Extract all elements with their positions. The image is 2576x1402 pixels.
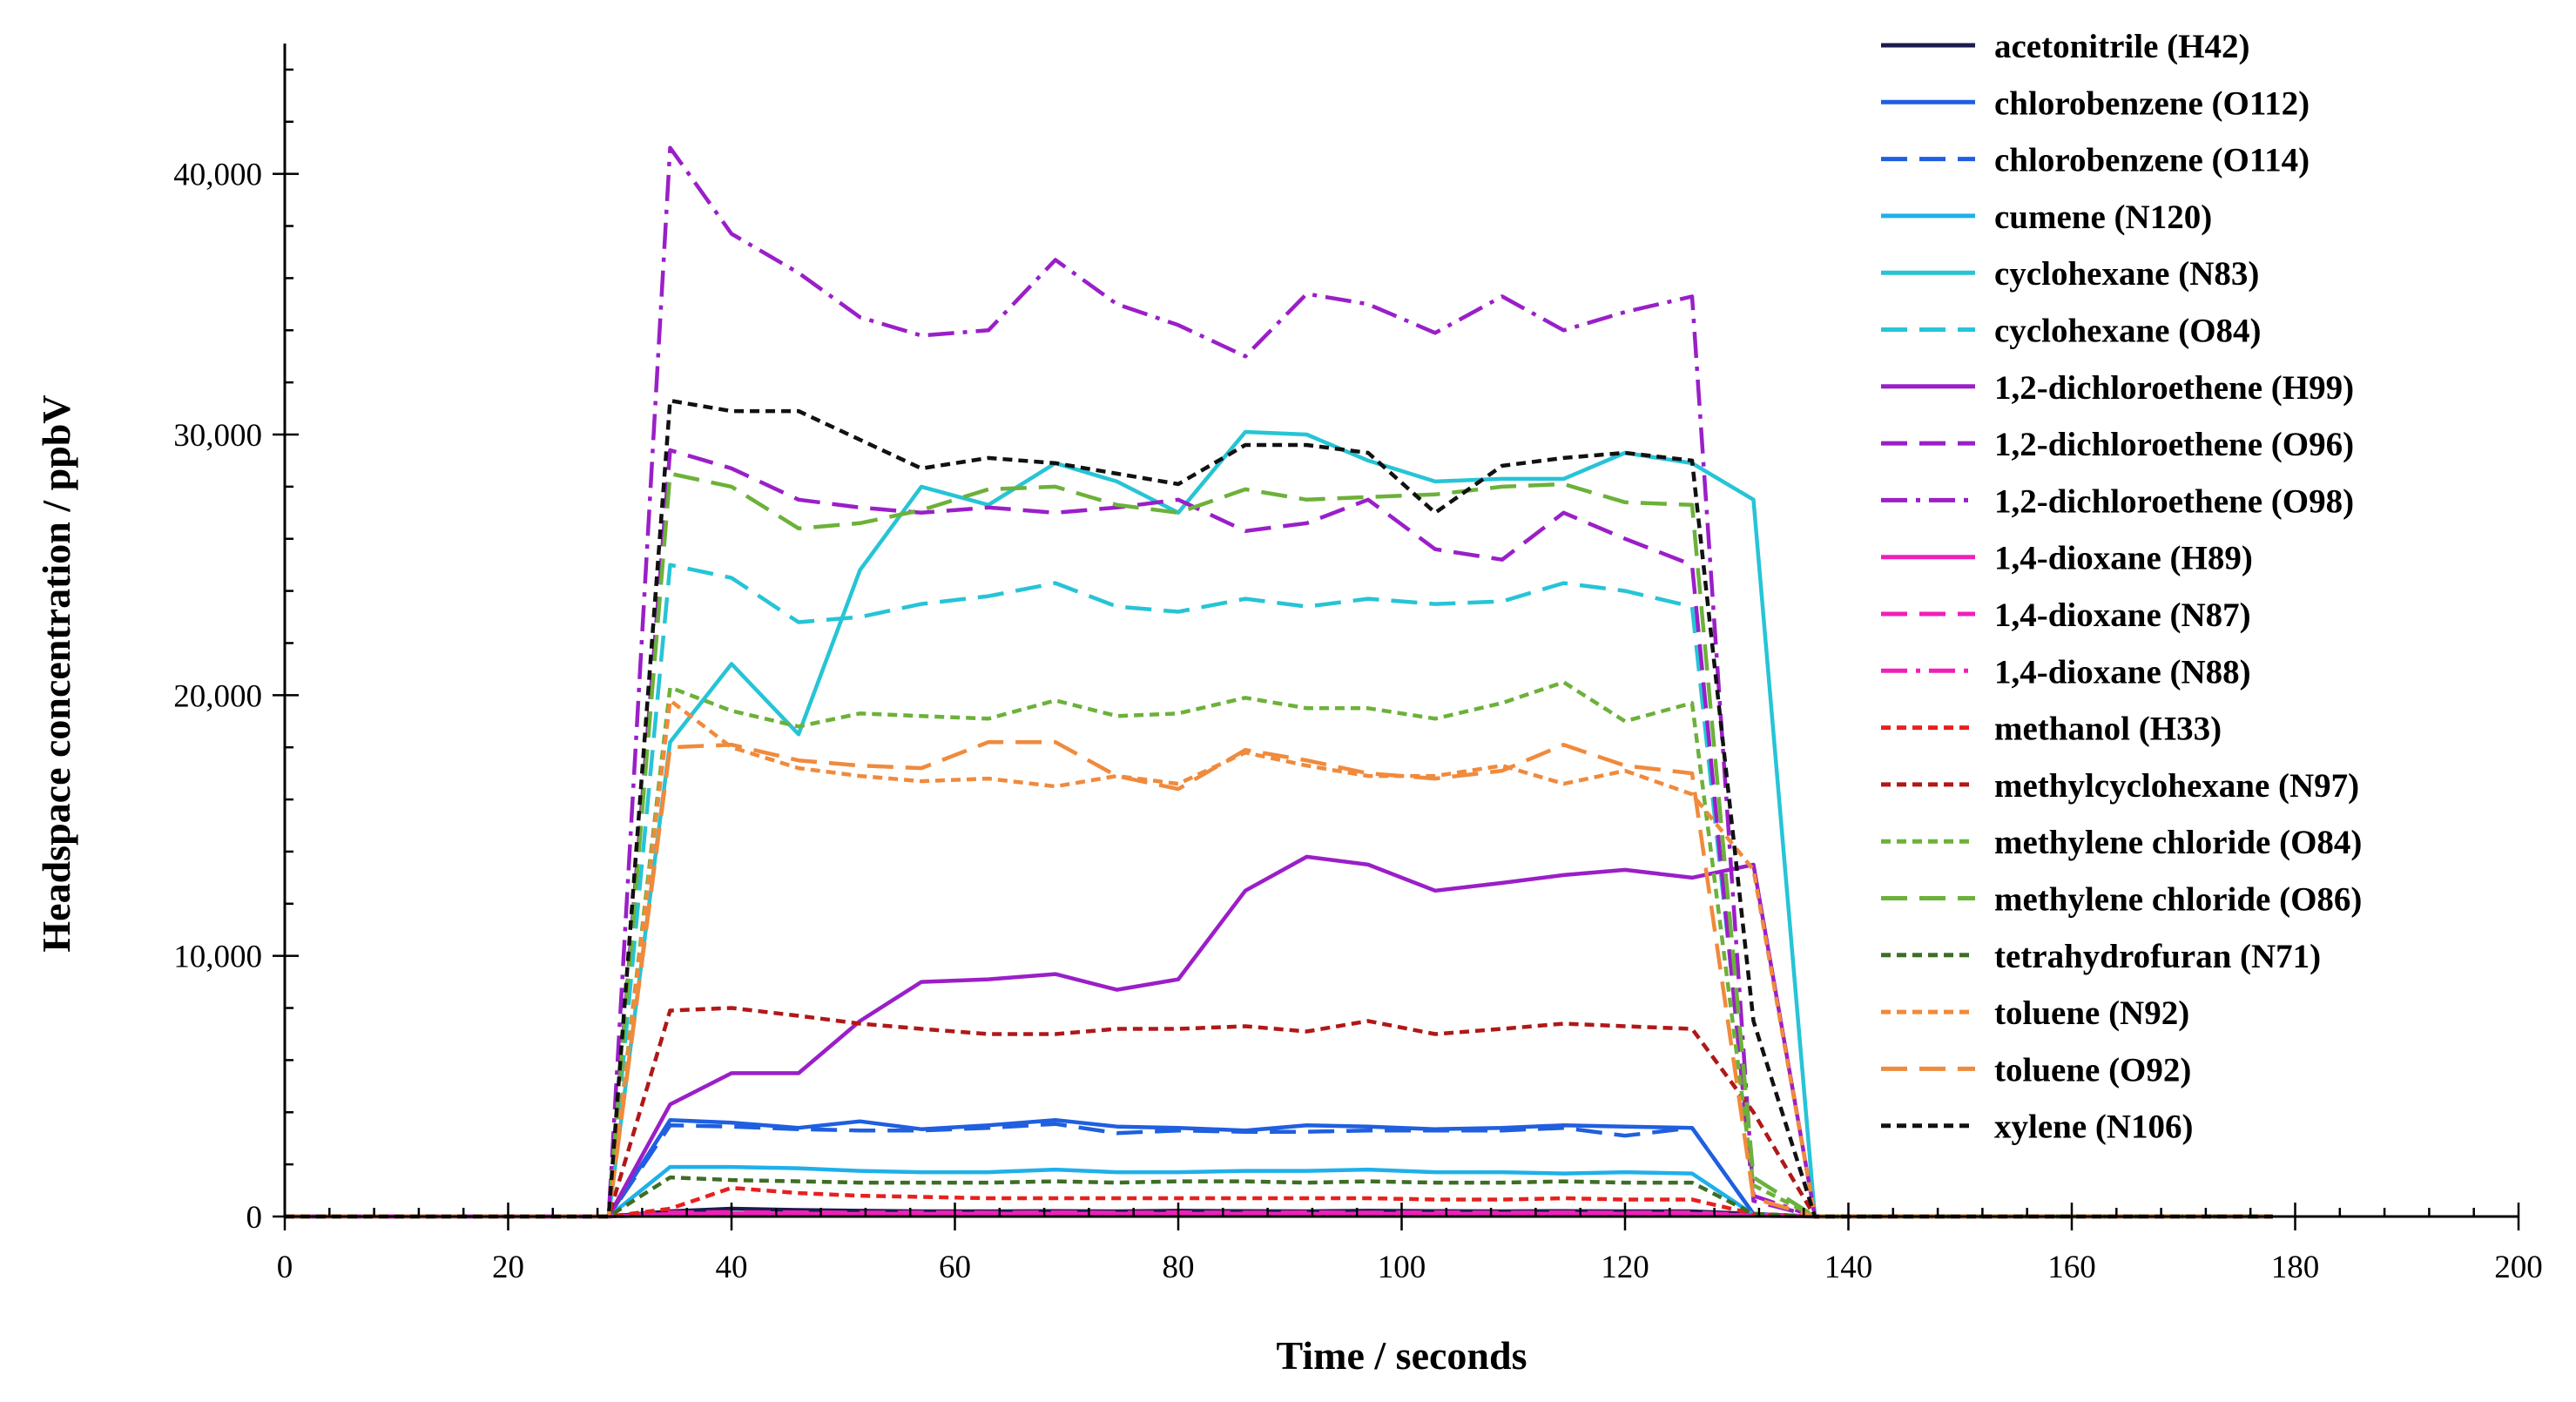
- series-line-7: [285, 448, 2273, 1219]
- y-tick-label: 0: [246, 1200, 263, 1236]
- legend-label: chlorobenzene (O114): [1994, 142, 2310, 179]
- x-tick-label: 160: [2047, 1250, 2096, 1285]
- y-tick-label: 30,000: [173, 418, 262, 454]
- legend-label: methylene chloride (O86): [1994, 881, 2362, 919]
- x-tick-label: 80: [1163, 1250, 1195, 1285]
- series-line-1: [285, 1117, 2273, 1219]
- y-tick-label: 20,000: [173, 678, 262, 714]
- x-tick-label: 120: [1601, 1250, 1649, 1285]
- legend-label: chlorobenzene (O112): [1994, 84, 2310, 122]
- y-tick-label: 40,000: [173, 158, 262, 193]
- x-tick-label: 0: [277, 1250, 293, 1285]
- x-tick-label: 20: [492, 1250, 524, 1285]
- series-line-6: [285, 854, 2273, 1219]
- legend-label: 1,2-dichloroethene (O96): [1994, 426, 2354, 463]
- legend-label: 1,4-dioxane (N87): [1994, 597, 2251, 634]
- series-line-18: [285, 739, 2273, 1219]
- x-tick-label: 100: [1378, 1250, 1426, 1285]
- legend-label: cyclohexane (N83): [1994, 255, 2259, 293]
- series-line-16: [285, 1175, 2273, 1219]
- legend-label: methylene chloride (O84): [1994, 824, 2362, 861]
- legend: acetonitrile (H42) chlorobenzene (O112) ch…: [1881, 28, 2362, 1146]
- legend-label: methylcyclohexane (N97): [1994, 767, 2359, 805]
- series-line-15: [285, 471, 2273, 1219]
- legend-label: 1,2-dichloroethene (H99): [1994, 369, 2354, 407]
- series-line-8: [285, 145, 2273, 1219]
- legend-label: cyclohexane (O84): [1994, 313, 2262, 350]
- x-tick-label: 180: [2271, 1250, 2320, 1285]
- legend-label: xylene (N106): [1994, 1109, 2194, 1146]
- legend-label: toluene (O92): [1994, 1051, 2191, 1089]
- series-line-13: [285, 1006, 2273, 1219]
- x-tick-label: 40: [716, 1250, 748, 1285]
- legend-label: toluene (N92): [1994, 994, 2189, 1032]
- series-line-3: [285, 1164, 2273, 1219]
- series-line-19: [285, 398, 2273, 1219]
- x-axis-title: Time / seconds: [1277, 1333, 1527, 1378]
- series-line-4: [285, 429, 2273, 1219]
- x-tick-label: 60: [939, 1250, 971, 1285]
- series-layer: [285, 145, 2273, 1219]
- series-line-14: [285, 680, 2273, 1219]
- legend-label: cumene (N120): [1994, 199, 2212, 236]
- legend-label: 1,2-dichloroethene (O98): [1994, 482, 2354, 520]
- legend-label: 1,4-dioxane (H89): [1994, 540, 2253, 577]
- x-tick-label: 140: [1824, 1250, 1873, 1285]
- legend-label: tetrahydrofuran (N71): [1994, 938, 2321, 975]
- legend-label: acetonitrile (H42): [1994, 28, 2249, 65]
- y-axis-title: Headspace concentration / ppbV: [34, 394, 78, 952]
- x-tick-label: 200: [2494, 1250, 2543, 1285]
- series-line-17: [285, 698, 2273, 1219]
- axes: 0 10,000 20,000 30,000 40,000 0 20 40 60 80 100 120…: [173, 44, 2543, 1285]
- legend-label: methanol (H33): [1994, 711, 2222, 748]
- y-tick-label: 10,000: [173, 940, 262, 975]
- series-line-5: [285, 563, 2273, 1219]
- legend-label: 1,4-dioxane (N88): [1994, 653, 2251, 691]
